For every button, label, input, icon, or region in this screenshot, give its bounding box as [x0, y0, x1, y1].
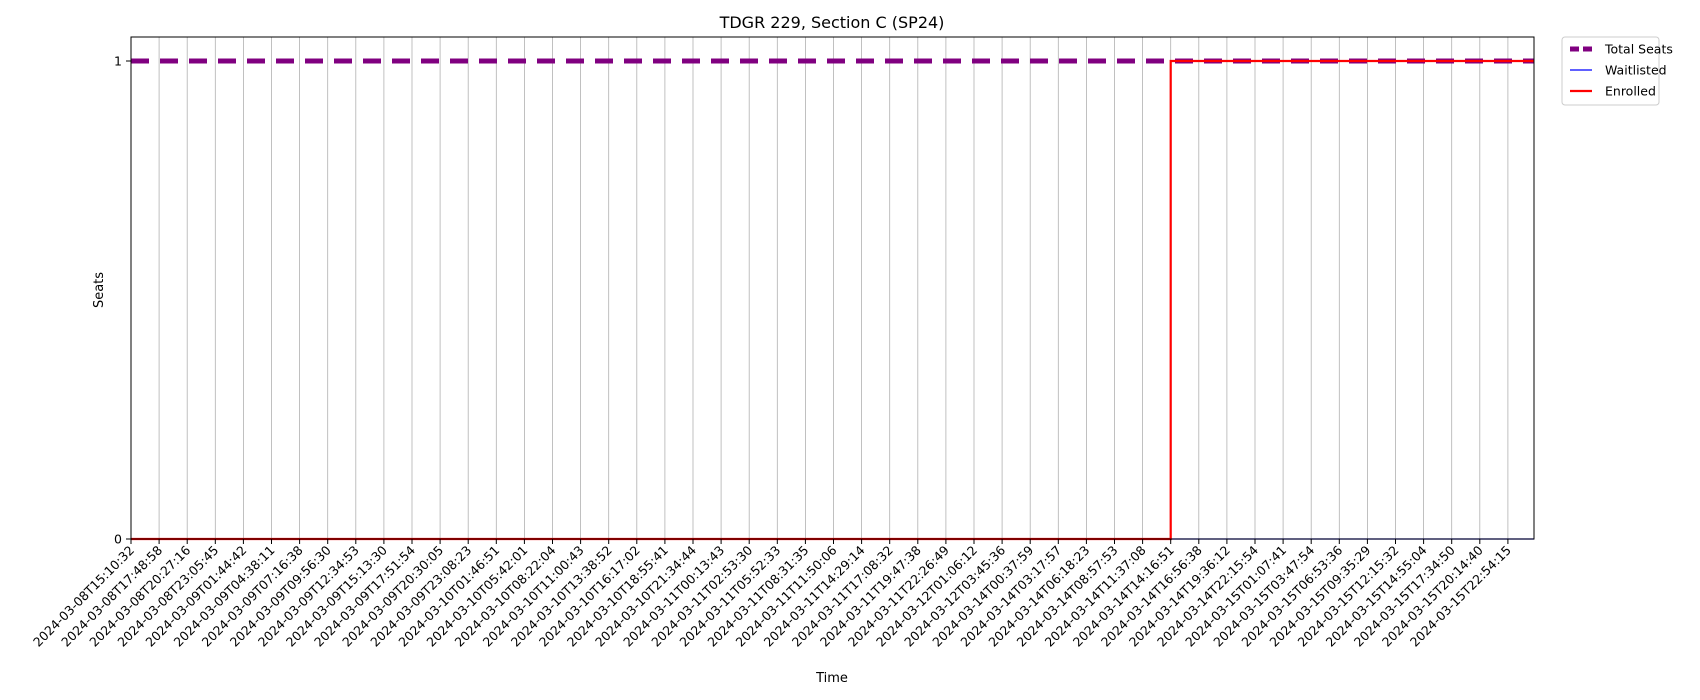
y-axis-label: Seats [92, 272, 107, 308]
chart-title: TDGR 229, Section C (SP24) [719, 13, 945, 32]
plot-area-frame [130, 36, 1535, 540]
legend-label: Total Seats [1604, 42, 1673, 57]
legend: Total Seats Waitlisted Enrolled [1561, 36, 1673, 106]
legend-label: Waitlisted [1605, 63, 1667, 78]
x-axis-ticks: 2024-03-08T15:10:322024-03-08T17:48:5820… [30, 539, 1514, 650]
legend-box [1561, 36, 1660, 106]
series-line-enrolled [131, 59, 1534, 541]
y-tick-label: 0 [114, 532, 122, 547]
y-axis-ticks: 01 [114, 54, 131, 547]
grid-lines [130, 37, 1509, 539]
y-tick-label: 1 [114, 54, 122, 69]
series-lines [131, 58, 1534, 541]
legend-label: Enrolled [1605, 84, 1656, 99]
x-axis-label: Time [815, 671, 848, 686]
